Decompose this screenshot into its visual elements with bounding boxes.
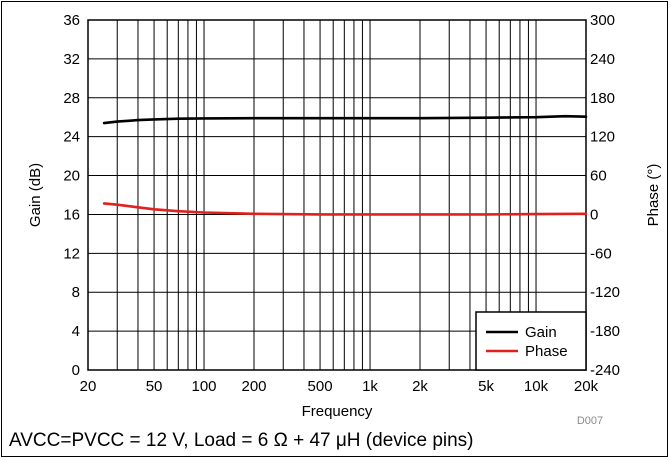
x-tick-label: 20 [80,378,97,395]
x-tick-label: 20k [574,378,599,395]
legend-label-phase: Phase [525,343,568,360]
right-tick-label: 180 [590,90,615,107]
x-tick-label: 500 [308,378,333,395]
right-axis-ticks: -240 -180 -120 -60 0 60 120 180 240 300 [590,12,620,379]
left-tick-label: 8 [72,284,80,301]
x-tick-label: 10k [524,378,549,395]
x-tick-label: 200 [241,378,266,395]
right-axis-title: Phase (°) [645,164,662,227]
x-tick-label: 5k [478,378,494,395]
x-tick-label: 50 [146,378,163,395]
x-tick-label: 100 [192,378,217,395]
x-tick-label: 1k [362,378,378,395]
right-tick-label: -60 [590,245,612,262]
major-grid [88,58,586,332]
right-tick-label: 0 [590,206,598,223]
right-tick-label: 240 [590,51,615,68]
series-layer [102,114,588,216]
legend-label-gain: Gain [525,324,557,341]
left-tick-label: 16 [63,206,80,223]
right-tick-label: -180 [590,323,620,340]
right-tick-label: 120 [590,129,615,146]
figure-code: D007 [577,415,603,427]
left-tick-label: 24 [63,129,80,146]
minor-grid [116,20,537,370]
legend: Gain Phase [475,311,587,371]
left-tick-label: 4 [72,323,80,340]
left-tick-label: 32 [63,51,80,68]
phase-series-line [102,202,588,216]
right-tick-label: 60 [590,168,607,185]
gain-series-line [102,114,588,125]
left-tick-label: 20 [63,168,80,185]
left-axis-title: Gain (dB) [27,163,44,227]
right-tick-label: -240 [590,362,620,379]
left-tick-label: 36 [63,12,80,29]
test-conditions-caption: AVCC=PVCC = 12 V, Load = 6 Ω + 47 μH (de… [9,430,474,451]
x-axis-ticks: 20 50 100 200 500 1k 2k 5k 10k 20k [80,378,599,395]
x-tick-label: 2k [412,378,428,395]
left-tick-label: 0 [72,362,80,379]
left-axis-ticks: 0 4 8 12 16 20 24 28 32 36 [63,12,80,379]
x-axis-title: Frequency [302,403,373,420]
right-tick-label: 300 [590,12,615,29]
left-tick-label: 12 [63,245,80,262]
plot-border [87,19,587,371]
legend-box [475,311,587,371]
right-tick-label: -120 [590,284,620,301]
left-tick-label: 28 [63,90,80,107]
